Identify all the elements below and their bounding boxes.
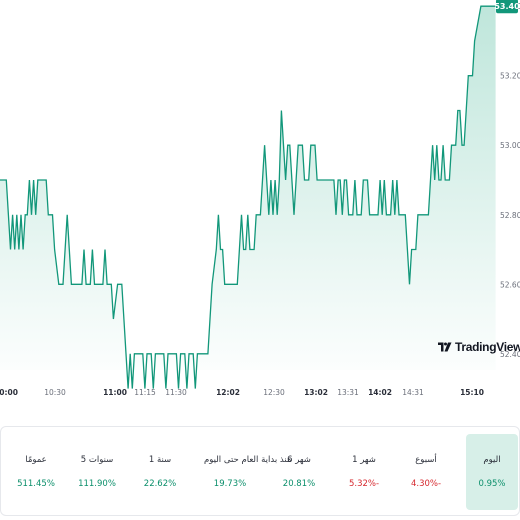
x-tick-label: 15:10: [460, 388, 484, 397]
performance-change-value: 22.62%: [143, 479, 177, 489]
performance-tab[interactable]: اليوم 0.95%: [466, 434, 518, 510]
performance-change-value: 5.32%-: [348, 479, 380, 489]
performance-period-label: منذ بداية العام حتى اليوم: [204, 455, 292, 465]
y-tick-label: 52.80: [500, 211, 520, 220]
tradingview-logo-icon: [438, 342, 452, 352]
performance-period-label: اليوم: [483, 455, 501, 465]
x-tick-label: 10:00: [0, 388, 18, 397]
watermark-text: TradingView: [455, 340, 520, 354]
performance-tab[interactable]: 5 سنوات 111.90%: [71, 434, 123, 510]
y-tick-label: 52.60: [500, 280, 520, 289]
x-tick-label: 11:30: [165, 388, 187, 397]
y-tick-label: 53.20: [500, 72, 520, 81]
performance-tab[interactable]: 1 شهر 5.32%-: [338, 434, 390, 510]
performance-change-value: 19.73%: [213, 479, 247, 489]
x-tick-label: 14:31: [402, 388, 424, 397]
performance-tab[interactable]: 1 سنة 22.62%: [134, 434, 186, 510]
performance-change-value: 511.45%: [17, 479, 55, 489]
performance-change-value: 20.81%: [282, 479, 316, 489]
x-tick-label: 10:30: [44, 388, 66, 397]
performance-tab[interactable]: منذ بداية العام حتى اليوم 19.73%: [204, 434, 292, 510]
last-price-label: 53.40: [494, 2, 520, 11]
performance-period-label: أسبوع: [415, 455, 437, 465]
performance-tab[interactable]: 6 شهر 20.81%: [273, 434, 325, 510]
x-tick-label: 11:15: [134, 388, 156, 397]
performance-period-label: 6 شهر: [287, 455, 311, 465]
performance-change-value: 0.95%: [478, 479, 506, 489]
x-tick-label: 14:02: [368, 388, 392, 397]
price-chart[interactable]: 53.40 53.20 53.00 52.80 52.60 52.40 10:00 10:3…: [0, 0, 520, 400]
x-tick-label: 12:02: [216, 388, 240, 397]
performance-period-label: 1 سنة: [148, 455, 172, 465]
x-tick-label: 12:30: [263, 388, 285, 397]
x-tick-label: 11:00: [103, 388, 127, 397]
performance-tab[interactable]: أسبوع 4.30%-: [400, 434, 452, 510]
performance-period-label: 1 شهر: [352, 455, 376, 465]
performance-change-value: 4.30%-: [410, 479, 442, 489]
x-tick-label: 13:02: [304, 388, 328, 397]
price-chart-svg[interactable]: 53.40 53.20 53.00 52.80 52.60 52.40 10:00 10:3…: [0, 0, 520, 400]
price-area-fill: [0, 6, 496, 389]
performance-panel: اليوم 0.95% أسبوع 4.30%- 1 شهر 5.32%- 6 شهر 20.…: [0, 426, 520, 516]
x-tick-label: 13:31: [337, 388, 359, 397]
performance-change-value: 111.90%: [78, 479, 116, 489]
last-price-badge: [496, 0, 518, 14]
y-tick-label: 53.00: [500, 141, 520, 150]
performance-period-label: عمومًا: [25, 455, 47, 465]
tradingview-watermark: TradingView: [438, 340, 520, 354]
y-tick-label: 52.40: [500, 350, 520, 359]
performance-period-label: 5 سنوات: [80, 455, 114, 465]
performance-tab[interactable]: عمومًا 511.45%: [10, 434, 62, 510]
price-line: [0, 5, 496, 389]
